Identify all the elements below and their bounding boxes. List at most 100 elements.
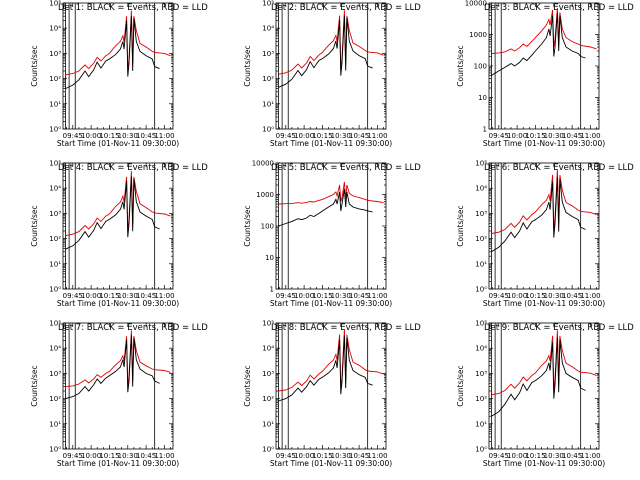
x-tick-label: 10:15 bbox=[99, 292, 119, 300]
y-axis-label: Counts/sec bbox=[30, 45, 39, 86]
y-tick-label: 100 bbox=[474, 63, 487, 71]
y-axis-label: Counts/sec bbox=[30, 365, 39, 406]
y-tick-label: 10³ bbox=[262, 370, 274, 378]
chart-title: Det 9: BLACK = Events, RED = LLD bbox=[484, 323, 634, 333]
series-line bbox=[65, 16, 160, 90]
plot-frame bbox=[62, 322, 174, 450]
plot-frame bbox=[275, 162, 387, 290]
y-tick-label: 10¹ bbox=[262, 100, 274, 108]
y-tick-label: 10⁰ bbox=[262, 446, 274, 454]
chart-title: Det 4: BLACK = Events, RED = LLD bbox=[58, 163, 208, 173]
y-tick-label: 10¹ bbox=[49, 260, 61, 268]
chart-panel: Det 3: BLACK = Events, RED = LLD 1 10 100 10… bbox=[456, 0, 634, 148]
y-tick-label: 1 bbox=[483, 126, 487, 134]
y-tick-label: 10¹ bbox=[475, 420, 487, 428]
x-tick-label: 10:00 bbox=[81, 452, 101, 460]
x-tick-label: 10:45 bbox=[562, 292, 582, 300]
x-axis-label: Start Time (01-Nov-11 09:30:00) bbox=[483, 139, 605, 148]
y-tick-label: 10⁰ bbox=[262, 126, 274, 134]
x-tick-label: 10:00 bbox=[294, 452, 314, 460]
x-axis-label: Start Time (01-Nov-11 09:30:00) bbox=[483, 459, 605, 468]
x-tick-label: 10:15 bbox=[312, 452, 332, 460]
x-tick-label: 10:30 bbox=[544, 452, 564, 460]
chart-panel: Det 5: BLACK = Events, RED = LLD 1 10 100 10… bbox=[243, 160, 421, 309]
y-tick-label: 10⁴ bbox=[49, 185, 61, 193]
x-tick-label: 10:00 bbox=[294, 292, 314, 300]
y-tick-label: 10¹ bbox=[49, 420, 61, 428]
x-tick-label: 10:45 bbox=[136, 292, 156, 300]
x-tick-label: 11:00 bbox=[367, 292, 387, 300]
y-tick-label: 10² bbox=[262, 395, 274, 403]
y-tick-label: 1000 bbox=[256, 191, 274, 199]
y-tick-label: 10000 bbox=[252, 160, 274, 168]
plot-frame bbox=[62, 162, 174, 290]
y-tick-label: 10⁰ bbox=[49, 126, 61, 134]
series-line bbox=[278, 181, 384, 205]
x-axis-label: Start Time (01-Nov-11 09:30:00) bbox=[483, 299, 605, 308]
series-line bbox=[491, 7, 597, 54]
x-tick-label: 09:45 bbox=[489, 132, 509, 140]
y-tick-label: 10³ bbox=[49, 210, 61, 218]
x-tick-label: 09:45 bbox=[63, 452, 83, 460]
x-axis-label: Start Time (01-Nov-11 09:30:00) bbox=[270, 299, 392, 308]
y-tick-label: 10⁵ bbox=[475, 160, 487, 168]
x-tick-label: 10:15 bbox=[99, 132, 119, 140]
x-axis-label: Start Time (01-Nov-11 09:30:00) bbox=[270, 139, 392, 148]
x-tick-label: 10:30 bbox=[118, 292, 138, 300]
y-tick-label: 10 bbox=[265, 254, 274, 262]
x-tick-label: 11:00 bbox=[580, 452, 600, 460]
series-line bbox=[491, 176, 586, 253]
y-tick-label: 10⁴ bbox=[49, 345, 61, 353]
plot-frame bbox=[275, 2, 387, 130]
y-tick-label: 10² bbox=[262, 75, 274, 83]
series-line bbox=[278, 188, 373, 227]
y-tick-label: 10² bbox=[475, 235, 487, 243]
x-tick-label: 11:00 bbox=[154, 452, 174, 460]
y-tick-label: 100 bbox=[261, 223, 274, 231]
chart-title: Det 7: BLACK = Events, RED = LLD bbox=[58, 323, 208, 333]
y-tick-label: 10⁵ bbox=[475, 320, 487, 328]
chart-title: Det 1: BLACK = Events, RED = LLD bbox=[58, 3, 208, 13]
y-tick-label: 10⁴ bbox=[262, 345, 274, 353]
series-line bbox=[491, 330, 597, 396]
chart-panel: Det 8: BLACK = Events, RED = LLD 10⁰ 10¹ 10… bbox=[243, 320, 421, 469]
plot-frame bbox=[275, 322, 387, 450]
plot-frame bbox=[488, 162, 600, 290]
x-tick-label: 10:45 bbox=[562, 132, 582, 140]
y-tick-label: 1 bbox=[270, 286, 274, 294]
x-tick-label: 10:45 bbox=[349, 292, 369, 300]
chart-panel: Det 2: BLACK = Events, RED = LLD 10⁰ 10¹ 10… bbox=[243, 0, 421, 148]
chart-panel: Det 6: BLACK = Events, RED = LLD 10⁰ 10¹ 10… bbox=[456, 160, 634, 309]
y-tick-label: 10⁴ bbox=[475, 345, 487, 353]
series-line bbox=[491, 12, 586, 76]
y-axis-label: Counts/sec bbox=[456, 365, 465, 406]
y-axis-label: Counts/sec bbox=[243, 205, 252, 246]
x-tick-label: 10:30 bbox=[331, 132, 351, 140]
x-tick-label: 10:15 bbox=[525, 132, 545, 140]
x-axis-label: Start Time (01-Nov-11 09:30:00) bbox=[57, 299, 179, 308]
y-tick-label: 10⁰ bbox=[49, 286, 61, 294]
series-line bbox=[65, 330, 171, 388]
x-axis-label: Start Time (01-Nov-11 09:30:00) bbox=[270, 459, 392, 468]
plot-frame bbox=[62, 2, 174, 130]
chart-title: Det 5: BLACK = Events, RED = LLD bbox=[271, 163, 421, 173]
x-tick-label: 10:45 bbox=[136, 452, 156, 460]
y-tick-label: 10⁵ bbox=[49, 160, 61, 168]
y-tick-label: 10² bbox=[475, 395, 487, 403]
x-tick-label: 10:00 bbox=[81, 132, 101, 140]
series-line bbox=[65, 10, 171, 76]
y-tick-label: 10⁴ bbox=[49, 25, 61, 33]
x-tick-label: 09:45 bbox=[276, 452, 296, 460]
y-tick-label: 10² bbox=[49, 235, 61, 243]
x-axis-label: Start Time (01-Nov-11 09:30:00) bbox=[57, 459, 179, 468]
plot-frame bbox=[488, 2, 600, 130]
y-tick-label: 10⁴ bbox=[262, 25, 274, 33]
series-line bbox=[491, 169, 597, 234]
x-tick-label: 10:30 bbox=[544, 132, 564, 140]
series-line bbox=[278, 335, 373, 402]
x-tick-label: 11:00 bbox=[154, 132, 174, 140]
y-tick-label: 10³ bbox=[475, 210, 487, 218]
plot-frame bbox=[488, 322, 600, 450]
y-axis-label: Counts/sec bbox=[30, 205, 39, 246]
